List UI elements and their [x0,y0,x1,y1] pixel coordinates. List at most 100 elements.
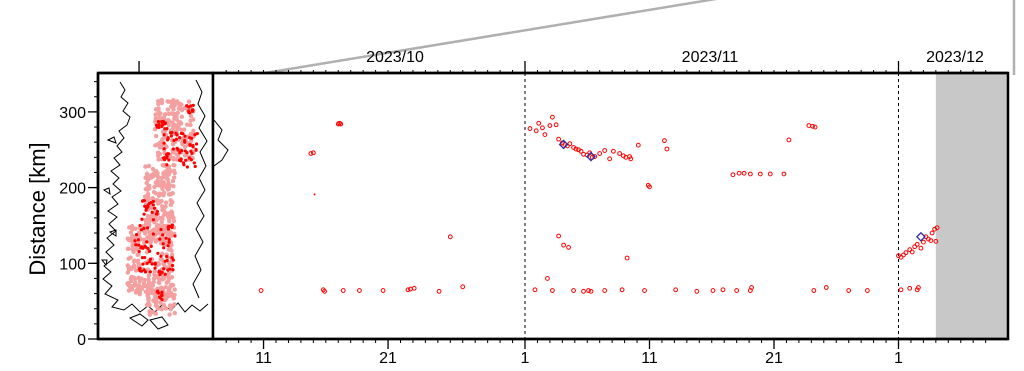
map-event [146,296,151,301]
zoom-connector-line [264,0,718,75]
event-point [720,287,726,293]
map-event [188,113,194,119]
map-event [149,244,153,248]
map-event [137,243,141,247]
map-event [164,236,168,240]
map-event [191,128,196,134]
map-event [167,158,171,162]
map-event [163,200,169,205]
map-event [150,166,156,172]
event-point [571,288,576,293]
event-point [673,287,679,293]
highlight-event-diamond [586,151,596,162]
map-event [192,161,196,165]
map-event [146,277,151,282]
map-event [141,246,145,250]
event-point [757,171,763,177]
event-point [647,184,652,190]
event-point [597,151,603,156]
map-event [156,291,161,295]
event-point [786,137,792,143]
map-event [159,204,165,209]
x-tick-label: 21 [379,350,397,367]
map-event [180,149,184,153]
map-event [156,251,160,255]
map-event [150,210,154,214]
map-event [148,270,152,274]
map-event [170,149,176,155]
map-event [168,230,174,235]
map-event [158,237,162,241]
map-event [158,296,162,300]
map-event [172,103,177,108]
event-point [662,138,667,144]
map-event [157,191,162,196]
map-event [148,260,152,264]
map-event [160,186,165,192]
event-point [710,288,716,293]
event-point [767,171,773,177]
map-event [164,231,170,237]
map-event [147,309,152,314]
event-point [749,285,754,290]
map-event [170,225,174,230]
map-event [154,218,159,223]
map-event [159,254,163,258]
map-event [166,122,171,128]
event-point [566,245,571,250]
map-event [151,218,156,222]
map-inset [96,71,215,341]
map-event [130,247,135,252]
event-point [602,148,608,153]
x-tick-label: 11 [641,350,658,367]
y-tick-label: 0 [77,332,86,349]
map-event [145,217,151,222]
map-event [167,240,171,244]
map-event [158,272,162,277]
map-event [175,133,179,137]
event-point [338,121,344,127]
map-event [160,207,165,213]
event-point [909,249,915,255]
map-event [171,98,176,103]
map-event [189,104,193,108]
map-event [152,127,158,132]
event-point [460,284,466,290]
event-point [846,288,852,293]
map-event [150,283,156,288]
map-event [148,241,153,246]
event-point [864,288,870,293]
map-event [159,227,163,232]
map-event [165,107,171,112]
event-point [322,288,327,294]
event-point [553,122,559,128]
event-point [811,288,817,293]
event-point [545,276,550,281]
map-event [160,163,165,168]
map-event [144,284,150,289]
map-event [166,225,170,229]
map-event [153,116,158,121]
map-event [162,147,166,151]
map-event [162,158,167,162]
map-event [125,281,130,286]
map-event [170,120,175,125]
map-event [165,126,169,131]
event-point [921,239,926,245]
map-event [171,107,176,112]
map-event [166,111,172,117]
event-point [694,288,700,294]
map-event [136,238,140,242]
map-event [163,272,167,276]
map-event [170,130,174,135]
map-event [137,249,141,254]
coastline-east [192,79,208,299]
map-event [171,215,176,221]
event-point [734,288,740,293]
map-event [168,198,173,203]
map-event [171,168,177,174]
map-event [159,285,164,290]
event-point [747,171,753,177]
map-event [145,197,150,202]
